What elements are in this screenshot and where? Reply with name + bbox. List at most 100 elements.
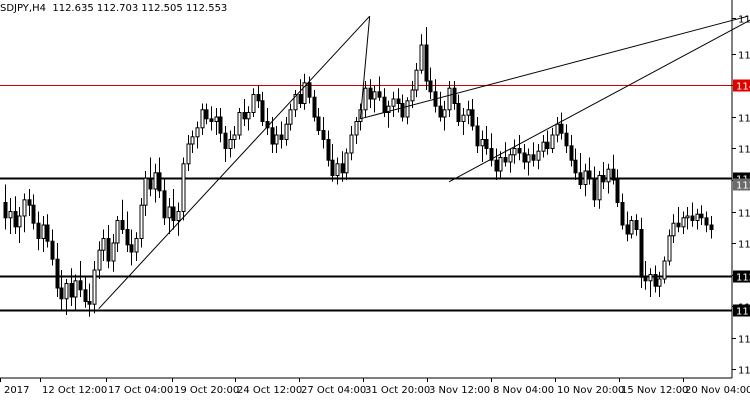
y-tick-label: 113	[738, 114, 750, 125]
candle-body-bull	[386, 105, 391, 113]
candle	[386, 100, 391, 128]
candle	[657, 271, 662, 297]
candle	[391, 91, 396, 117]
candle	[564, 124, 569, 153]
candle	[709, 216, 714, 239]
candle-body-bear	[171, 206, 176, 221]
candle	[480, 130, 485, 162]
candle-body-bull	[583, 170, 588, 185]
candle	[171, 189, 176, 230]
candle-body-bear	[13, 211, 18, 228]
candle	[111, 234, 116, 272]
level-label: 112	[736, 273, 750, 284]
candle-body-bear	[475, 125, 480, 147]
candle-body-bull	[344, 152, 349, 174]
candle-body-bear	[148, 177, 153, 190]
candle	[279, 121, 284, 149]
x-axis: 2017 12 Oct 12:00 17 Oct 04:00 19 Oct 20:00…	[0, 378, 750, 396]
candle-body-bear	[653, 274, 658, 287]
y-axis: 114114114113113113112112112112111111	[732, 15, 750, 377]
candle-body-bear	[31, 204, 36, 224]
candle	[36, 211, 41, 251]
candle-body-bear	[368, 87, 373, 100]
candle-body-bull	[498, 157, 503, 172]
candle	[573, 148, 578, 180]
candle	[195, 121, 200, 149]
candle	[50, 229, 55, 266]
candle-body-bull	[8, 211, 13, 219]
candle-body-bear	[578, 172, 583, 186]
candle	[214, 108, 219, 135]
y-tick-label: 112	[738, 240, 750, 251]
candle-body-bull	[541, 141, 546, 152]
candle	[69, 268, 74, 306]
candle	[143, 171, 148, 216]
candle-body-bear	[87, 301, 92, 305]
candle	[330, 144, 335, 182]
candle	[344, 148, 349, 180]
candle	[209, 106, 214, 131]
candle-body-bull	[41, 224, 46, 239]
candle-body-bull	[606, 168, 611, 183]
candle-body-bear	[256, 94, 261, 102]
candle-body-bear	[218, 116, 223, 134]
candle	[456, 94, 461, 126]
candle-body-bear	[55, 258, 60, 289]
candle	[662, 256, 667, 284]
candle-body-bear	[36, 222, 41, 239]
candle-body-bull	[167, 206, 172, 219]
x-tick-label: 15 Nov 12:00	[621, 385, 688, 396]
candle	[349, 126, 354, 161]
candle-body-bear	[298, 94, 303, 104]
candle	[204, 103, 209, 125]
candle-body-bear	[157, 172, 162, 192]
candle-body-bull	[349, 134, 354, 154]
candle	[363, 81, 368, 117]
candle	[223, 126, 228, 162]
candle	[265, 108, 270, 135]
candle	[312, 90, 317, 122]
candle-body-bear	[27, 199, 32, 206]
candle	[433, 79, 438, 113]
candle-body-bear	[204, 109, 209, 120]
candle	[368, 79, 373, 108]
candle-body-bull	[335, 163, 340, 177]
candle-body-bear	[396, 98, 401, 104]
candle	[526, 148, 531, 176]
candle	[246, 106, 251, 131]
candle	[45, 214, 50, 248]
candle	[466, 100, 471, 125]
candle-body-bear	[489, 148, 494, 161]
candle	[377, 76, 382, 101]
candle	[545, 130, 550, 155]
candle-body-bull	[667, 235, 672, 262]
candle-body-bull	[657, 278, 662, 287]
candle-body-bear	[564, 132, 569, 147]
candle-body-bear	[78, 280, 83, 291]
candle-body-bear	[709, 224, 714, 230]
candle	[157, 157, 162, 198]
candle-body-bull	[190, 136, 195, 145]
candle-body-bear	[503, 157, 508, 163]
candle-body-bull	[22, 199, 27, 217]
candle	[569, 135, 574, 167]
candle	[671, 214, 676, 243]
candle-body-bear	[209, 118, 214, 123]
candle-body-bear	[545, 141, 550, 149]
candle	[372, 85, 377, 113]
candle	[498, 151, 503, 179]
candle-body-bull	[186, 143, 191, 165]
candle-body-bear	[120, 220, 125, 230]
candle	[489, 133, 494, 167]
candle	[237, 108, 242, 140]
candle-body-bull	[629, 220, 634, 235]
candle-body-bull	[200, 109, 205, 129]
candle	[87, 283, 92, 317]
level-label-bg	[733, 79, 750, 92]
candle	[41, 216, 46, 252]
candle-body-bear	[316, 116, 321, 131]
candle	[340, 151, 345, 182]
candle-body-bear	[312, 96, 317, 118]
candle	[424, 27, 429, 90]
